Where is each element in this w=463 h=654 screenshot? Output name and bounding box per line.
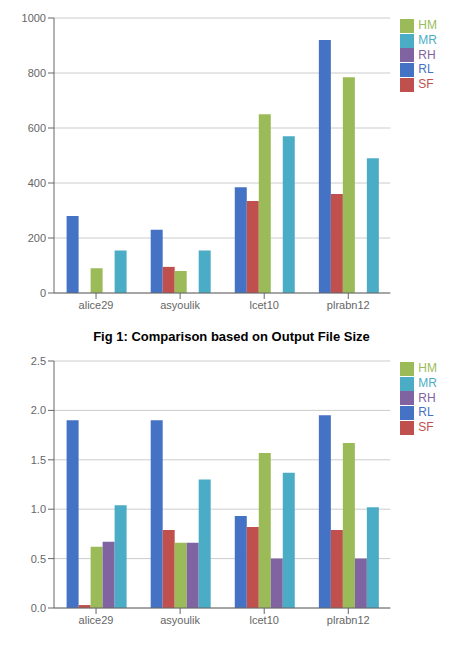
svg-text:2.0: 2.0 [31,404,46,416]
svg-text:1.5: 1.5 [31,454,46,466]
svg-text:alice29: alice29 [79,614,114,626]
svg-text:2.5: 2.5 [31,355,46,367]
svg-text:200: 200 [28,232,46,244]
html-text:HM: HM [418,18,437,32]
svg-text:600: 600 [28,122,46,134]
svg-text:0.5: 0.5 [31,553,46,565]
html-text:RL: RL [418,405,434,420]
svg-text:0.0: 0.0 [31,602,46,614]
svg-text:1.0: 1.0 [31,503,46,515]
html-text:SF: SF [418,420,434,435]
html-text:SF: SF [418,77,434,92]
html-text:MR: MR [418,32,437,47]
svg-text:0: 0 [40,287,46,299]
svg-text:800: 800 [28,67,46,79]
svg-text:lcet10: lcet10 [250,299,279,311]
html-text:Fig 1: Comparison based on Out: Fig 1: Comparison based on Output File S… [93,329,370,344]
svg-text:asyoulik: asyoulik [160,299,200,311]
html-text:HM: HM [418,361,437,375]
html-text:MR: MR [418,375,437,390]
svg-text:lcet10: lcet10 [250,614,279,626]
svg-text:alice29: alice29 [79,299,114,311]
html-text:RL: RL [418,62,434,77]
html-text:RH: RH [418,390,436,405]
html-text:RH: RH [418,47,436,62]
svg-text:asyoulik: asyoulik [160,614,200,626]
svg-text:1000: 1000 [22,12,46,24]
svg-text:plrabn12: plrabn12 [327,614,370,626]
svg-text:400: 400 [28,177,46,189]
svg-text:plrabn12: plrabn12 [327,299,370,311]
